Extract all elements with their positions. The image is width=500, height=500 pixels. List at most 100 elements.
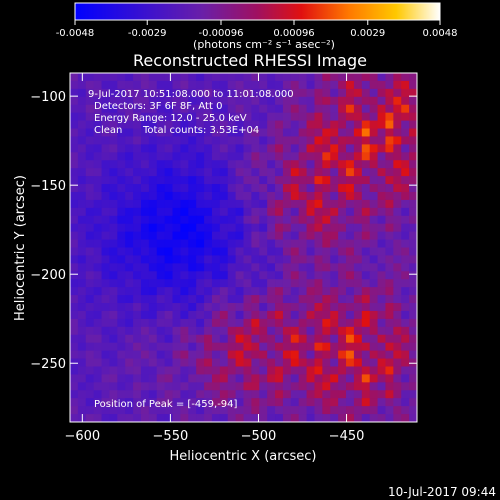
heatmap-cell [85, 199, 95, 209]
heatmap-cell [267, 382, 276, 391]
heatmap-cell [330, 128, 339, 138]
heatmap-cell [172, 168, 182, 177]
heatmap-cell [409, 207, 417, 217]
heatmap-cell [251, 374, 260, 383]
heatmap-cell [164, 104, 174, 114]
heatmap-cell [77, 144, 87, 153]
heatmap-cell [70, 326, 79, 336]
heatmap-cell [140, 239, 150, 249]
heatmap-cell [267, 207, 276, 217]
heatmap-cell [361, 310, 371, 320]
heatmap-cell [70, 96, 79, 106]
heatmap-cell [290, 136, 300, 145]
heatmap-cell [243, 231, 252, 241]
heatmap-cell [172, 191, 182, 201]
heatmap-cell [180, 271, 189, 280]
heatmap-cell [156, 199, 166, 209]
heatmap-cell [401, 303, 410, 312]
heatmap-cell [267, 326, 276, 336]
heatmap-cell [290, 176, 300, 185]
heatmap-cell [322, 406, 331, 415]
heatmap-cell [172, 104, 182, 114]
heatmap-cell [314, 215, 323, 225]
heatmap-cell [393, 144, 402, 153]
heatmap-cell [196, 374, 205, 383]
heatmap-cell [346, 184, 355, 193]
heatmap-cell [219, 398, 229, 407]
heatmap-cell [385, 255, 394, 264]
heatmap-cell [109, 303, 118, 312]
heatmap-cell [259, 144, 268, 153]
heatmap-cell [401, 120, 410, 130]
heatmap-cell [133, 358, 142, 368]
heatmap-cell [338, 191, 347, 201]
heatmap-cell [172, 199, 182, 209]
heatmap-cell [211, 231, 221, 241]
heatmap-cell [156, 191, 166, 201]
heatmap-cell [227, 104, 237, 114]
heatmap-cell [298, 88, 308, 98]
heatmap-cell [180, 255, 189, 264]
heatmap-cell [353, 279, 363, 288]
heatmap-cell [259, 215, 268, 225]
heatmap-cell [306, 358, 316, 368]
heatmap-cell [219, 184, 229, 193]
heatmap-cell [385, 96, 394, 106]
heatmap-cell [369, 160, 379, 169]
heatmap-cell [204, 271, 213, 280]
heatmap-cell [267, 406, 276, 415]
heatmap-cell [353, 255, 363, 264]
heatmap-cell [156, 215, 166, 225]
heatmap-cell [117, 231, 126, 241]
heatmap-cell [219, 287, 229, 296]
heatmap-cell [117, 144, 126, 153]
heatmap-cell [275, 271, 284, 280]
heatmap-cell [148, 342, 158, 352]
heatmap-cell [401, 310, 410, 320]
heatmap-cell [85, 80, 95, 90]
heatmap-cell [219, 199, 229, 209]
heatmap-cell [322, 398, 331, 407]
heatmap-cell [227, 406, 237, 415]
heatmap-cell [148, 168, 158, 177]
heatmap-cell [282, 366, 292, 376]
heatmap-cell [330, 390, 339, 399]
heatmap-cell [338, 168, 347, 177]
heatmap-cell [85, 334, 95, 344]
heatmap-cell [251, 239, 260, 249]
heatmap-cell [164, 96, 174, 106]
heatmap-cell [196, 239, 205, 249]
heatmap-cell [140, 334, 150, 344]
heatmap-cell [77, 96, 87, 106]
heatmap-cell [377, 414, 387, 422]
heatmap-cell [314, 255, 323, 264]
heatmap-cell [93, 342, 103, 352]
heatmap-cell [267, 120, 276, 130]
heatmap-cell [109, 73, 118, 82]
heatmap-cell [140, 231, 150, 241]
heatmap-cell [259, 263, 268, 272]
heatmap-cell [188, 88, 197, 98]
heatmap-cell [385, 279, 394, 288]
heatmap-cell [219, 231, 229, 241]
heatmap-cell [361, 96, 371, 106]
heatmap-cell [275, 279, 284, 288]
heatmap-cell [180, 104, 189, 114]
heatmap-cell [369, 207, 379, 217]
heatmap-cell [227, 88, 237, 98]
heatmap-cell [377, 334, 387, 344]
heatmap-cell [211, 144, 221, 153]
heatmap-cell [259, 104, 268, 114]
heatmap-cell [338, 263, 347, 272]
heatmap-cell [235, 390, 245, 399]
heatmap-cell [282, 382, 292, 391]
heatmap-cell [204, 398, 213, 407]
heatmap-cell [361, 390, 371, 399]
heatmap-cell [77, 390, 87, 399]
heatmap-cell [164, 366, 174, 376]
heatmap-cell [393, 326, 402, 336]
heatmap-cell [101, 239, 111, 249]
heatmap-cell [70, 73, 79, 82]
heatmap-cell [377, 406, 387, 415]
heatmap-cell [298, 310, 308, 320]
